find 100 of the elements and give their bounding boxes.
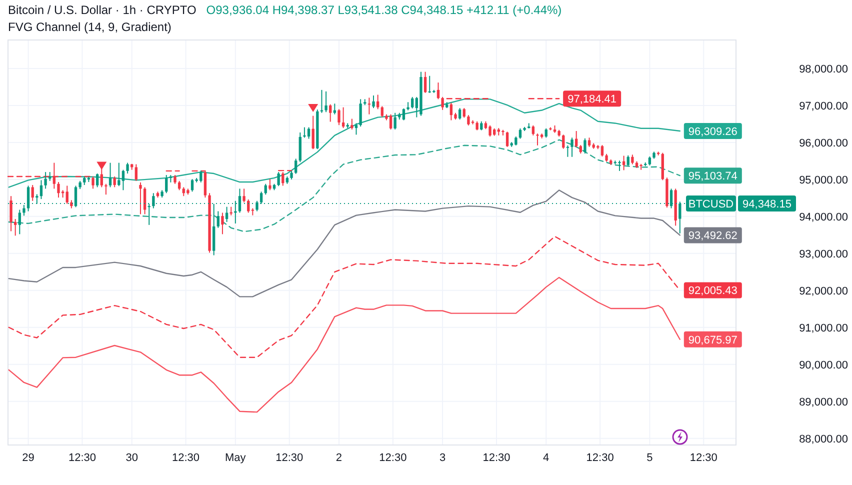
candlestick	[588, 137, 591, 148]
candlestick	[118, 162, 120, 187]
candlestick	[618, 160, 621, 172]
candlestick	[354, 122, 358, 136]
x-tick-label: 29	[22, 452, 34, 464]
candlestick	[368, 97, 371, 115]
y-tick-label: 92,000.00	[799, 285, 848, 298]
candlestick	[66, 185, 68, 204]
candlestick	[31, 184, 34, 202]
candlestick	[372, 94, 375, 109]
candlestick	[139, 182, 142, 215]
x-tick-label: 12:30	[172, 452, 200, 464]
candlestick	[92, 176, 94, 190]
candlestick	[394, 112, 396, 130]
candlestick	[389, 114, 392, 130]
candlestick	[225, 206, 228, 222]
candlestick	[190, 178, 194, 192]
candlestick	[178, 180, 181, 191]
text: O93,936.04 H94,398.37 L93,541.38 C94,348.15 +412.11 (+0.44%)	[206, 3, 562, 17]
candlestick	[44, 172, 47, 190]
candlestick	[221, 212, 224, 235]
chart-title: Bitcoin / U.S. Dollar · 1h · CRYPTO	[8, 3, 196, 17]
candlestick	[566, 144, 570, 158]
candlestick	[312, 115, 314, 150]
data-label: 95,103.74	[688, 170, 738, 183]
x-tick-label: 12:30	[482, 452, 510, 464]
candlestick	[436, 82, 440, 100]
candlestick	[462, 108, 466, 118]
chart-subtitle: FVG Channel (14, 9, Gradient)	[8, 20, 172, 34]
x-tick-label: 12:30	[276, 452, 304, 464]
y-tick-label: 97,000.00	[799, 100, 848, 112]
candlestick	[631, 154, 634, 165]
x-tick-label: 5	[646, 452, 653, 464]
x-tick-label: 3	[439, 452, 446, 464]
candlestick	[359, 98, 362, 128]
candlestick	[376, 94, 380, 110]
data-label: 90,675.97	[688, 334, 738, 346]
candlestick	[570, 137, 574, 158]
candlestick	[441, 96, 444, 110]
candlestick	[424, 71, 427, 94]
candlestick	[467, 114, 470, 126]
x-tick-label: 2	[336, 452, 342, 464]
x-tick-label: 30	[126, 452, 138, 464]
candlestick	[324, 90, 328, 113]
candlestick	[338, 108, 340, 126]
x-tick-label: 12:30	[379, 452, 407, 464]
candlestick	[18, 209, 21, 235]
candlestick	[57, 182, 60, 198]
candlestick	[126, 162, 129, 174]
candlestick	[40, 180, 43, 200]
data-label: 93,492.62	[688, 230, 738, 242]
ref-line-label: 94,348.15	[742, 198, 792, 211]
candlestick	[544, 128, 548, 138]
candlestick	[584, 138, 586, 154]
candlestick	[298, 132, 302, 163]
candlestick	[626, 154, 630, 167]
candlestick	[108, 162, 112, 188]
candlestick	[143, 186, 146, 215]
y-tick-label: 98,000.00	[799, 63, 848, 76]
candlestick	[402, 108, 406, 121]
y-tick-label: 94,000.00	[799, 211, 848, 224]
y-tick-label: 95,000.00	[799, 174, 848, 186]
data-label: 92,005.43	[688, 285, 738, 298]
candlestick	[96, 173, 99, 188]
candlestick	[600, 144, 604, 158]
y-tick-label: 89,000.00	[799, 396, 848, 408]
candlestick	[104, 183, 108, 196]
candlestick	[216, 210, 220, 228]
candlestick	[562, 134, 565, 150]
candlestick	[14, 218, 17, 236]
y-tick-label: 93,000.00	[799, 248, 848, 260]
candlestick	[264, 183, 267, 196]
candlestick	[518, 128, 522, 140]
candlestick	[134, 164, 138, 182]
y-tick-label: 96,000.00	[799, 137, 848, 150]
candlestick	[380, 106, 384, 118]
x-tick-label: May	[225, 452, 246, 464]
candlestick	[10, 196, 12, 232]
x-tick-label: 12:30	[68, 452, 96, 464]
candlestick	[277, 172, 280, 187]
series-label: BTCUSD	[688, 198, 734, 211]
x-tick-label: 4	[543, 452, 550, 464]
candlestick	[242, 188, 246, 203]
candlestick	[307, 126, 310, 140]
candlestick	[458, 108, 462, 120]
x-tick-label: 12:30	[586, 452, 614, 464]
candlestick	[294, 158, 298, 174]
y-tick-label: 91,000.00	[799, 322, 848, 334]
candlestick	[122, 169, 125, 191]
candlestick	[506, 131, 509, 148]
data-label: 97,184.41	[568, 94, 617, 106]
candlestick	[303, 126, 306, 138]
y-tick-label: 90,000.00	[799, 359, 848, 372]
candlestick	[329, 104, 332, 122]
candlestick	[165, 174, 168, 194]
y-tick-label: 88,000.00	[799, 433, 848, 446]
candlestick	[342, 106, 345, 129]
data-label: 96,309.26	[688, 126, 738, 138]
candlestick	[488, 124, 492, 138]
candlestick	[532, 124, 535, 136]
